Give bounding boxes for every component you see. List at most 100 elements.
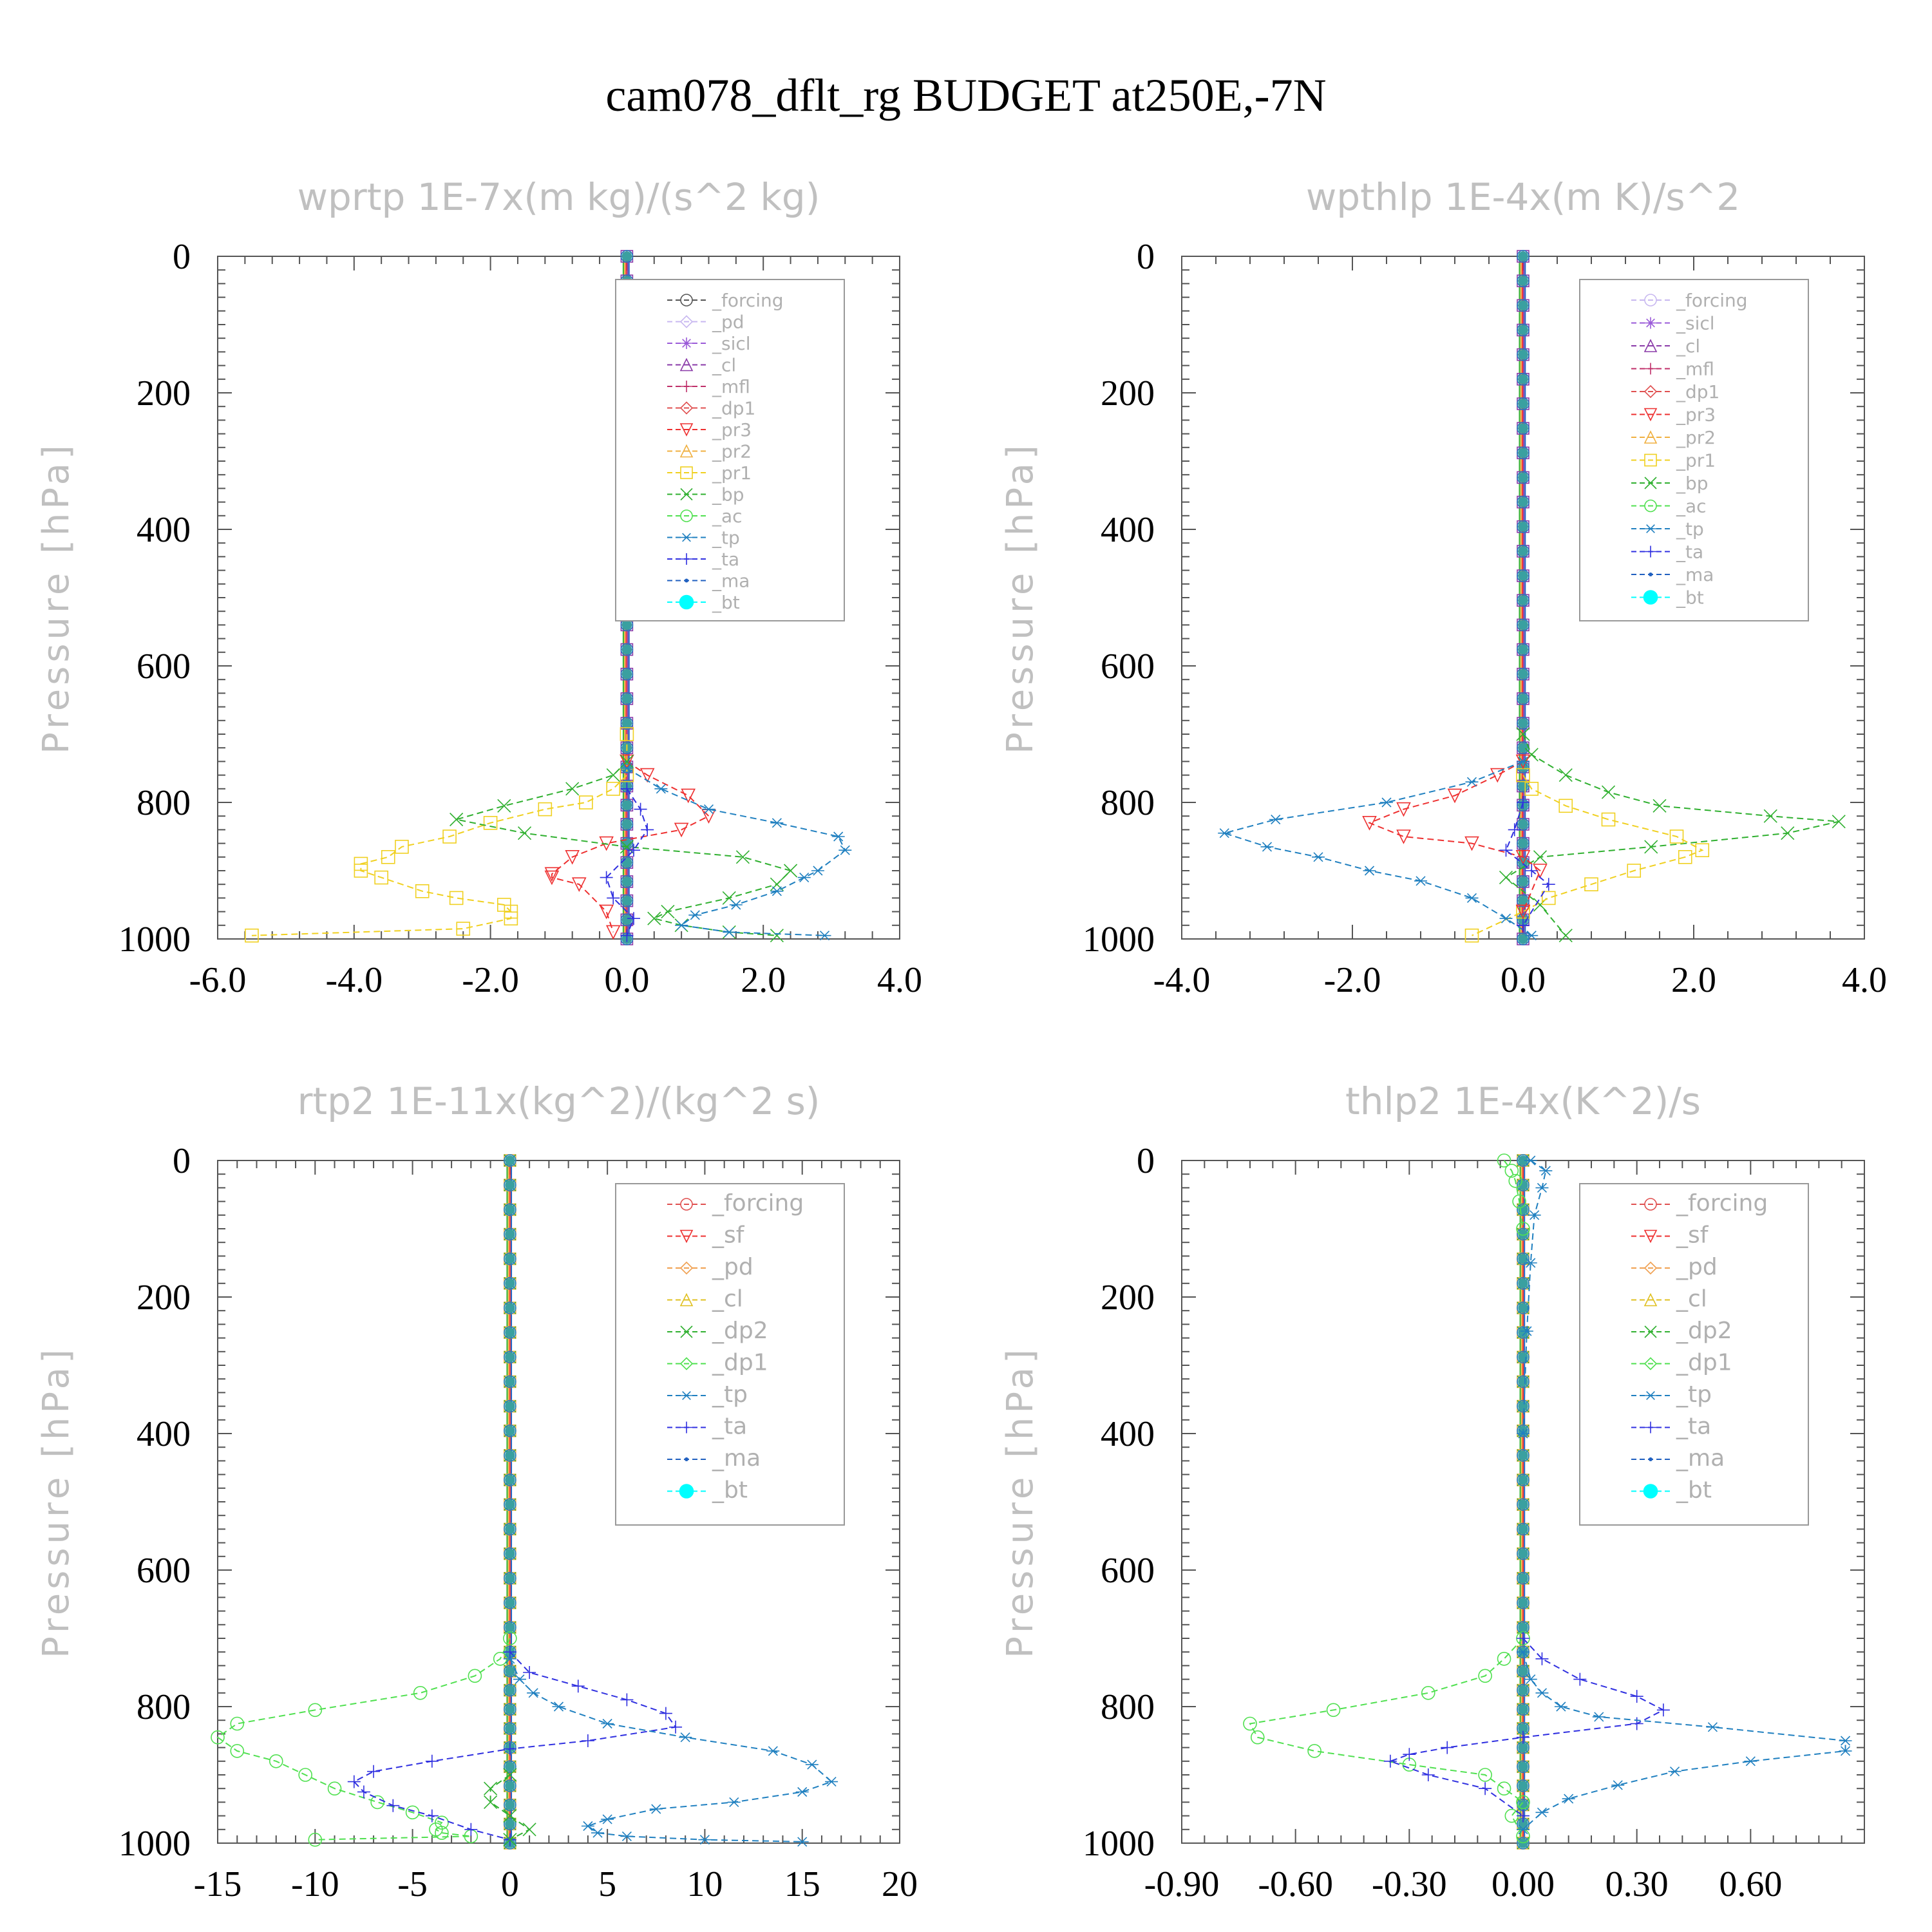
data-point (1497, 1652, 1511, 1666)
data-point (674, 822, 689, 838)
legend-marker (679, 357, 694, 372)
zero-profile-marker (1517, 274, 1530, 287)
zero-profile-marker (1518, 1598, 1528, 1608)
series-markers_tp (503, 1654, 838, 1847)
legend-entry: _ta (1631, 542, 1703, 563)
data-point (620, 1831, 634, 1841)
legend-label: _bt (712, 1477, 748, 1504)
zero-profile-marker (1518, 1303, 1528, 1313)
data-point (442, 829, 457, 844)
data-point (581, 1821, 594, 1832)
zero-profile-marker (1518, 276, 1528, 286)
zero-profile-marker (1517, 397, 1530, 410)
data-point (679, 1732, 692, 1743)
data-point (1516, 1795, 1530, 1810)
zero-profile-marker (1518, 1376, 1528, 1387)
x-tick-label: -5 (397, 1864, 428, 1904)
legend-entry: _ac (667, 506, 743, 527)
legend-marker (1643, 1357, 1658, 1370)
data-point (620, 929, 634, 942)
legend-label: _pr3 (1676, 404, 1716, 426)
panels: wprtp 1E-7x(m kg)/(s^2 kg) Pressure [hPa]… (35, 175, 1887, 1904)
data-point (1520, 1326, 1533, 1336)
zero-profile-marker (505, 1426, 515, 1436)
zero-profile-marker (1518, 669, 1528, 679)
legend-label: _dp1 (712, 1350, 768, 1376)
data-point (1630, 1690, 1643, 1703)
legend-label: _dp1 (712, 398, 755, 419)
zero-profile-marker (1517, 667, 1530, 681)
data-point (1695, 843, 1710, 857)
legend-label: _dp1 (1676, 381, 1719, 402)
legend-entry: _bt (667, 592, 740, 613)
data-point (1499, 844, 1513, 857)
data-point (1517, 1632, 1530, 1645)
series-line_tp (509, 1658, 833, 1842)
zero-profile-marker (505, 1524, 515, 1535)
legend-entry: _forcing (667, 290, 784, 311)
data-point (1516, 1222, 1530, 1236)
zero-profile-marker (1518, 497, 1528, 507)
legend-label: _ma (712, 1445, 761, 1472)
zero-profile-marker (1517, 1399, 1530, 1413)
zero-profile-marker (621, 251, 632, 261)
data-point (1421, 1768, 1435, 1781)
data-point (783, 864, 798, 878)
legend-marker (681, 337, 692, 349)
data-point (1839, 1746, 1852, 1756)
data-point (770, 886, 784, 896)
zero-profile-marker (1517, 1703, 1530, 1716)
x-tick-label: 4.0 (1842, 960, 1887, 1000)
y-axis-label: Pressure [hPa] (35, 441, 77, 754)
legend-marker (1643, 1261, 1658, 1275)
legend: _forcing _sf _pd _cl _dp2 _dp1 _tp _ta _ma _bt (615, 1183, 845, 1526)
x-tick-label: 0.30 (1605, 1864, 1669, 1904)
zero-profile-marker (621, 895, 632, 906)
zero-profile-marker (1517, 422, 1530, 435)
legend-entry: _pr2 (1631, 427, 1716, 448)
zero-profile-marker (1517, 545, 1530, 558)
legend-marker (680, 509, 693, 522)
zero-profile-marker (504, 1547, 516, 1560)
y-tick-label: 600 (137, 647, 191, 687)
data-point (571, 1680, 585, 1693)
data-point (1535, 1688, 1549, 1698)
data-point (1611, 1780, 1625, 1790)
legend-label: _pd (712, 1254, 753, 1280)
legend-label: _sf (712, 1222, 745, 1249)
data-point (425, 1754, 439, 1768)
zero-profile-marker (620, 837, 634, 850)
zero-profile-marker (504, 1449, 516, 1462)
zero-profile-marker (1517, 569, 1530, 582)
legend-marker (1644, 294, 1657, 307)
legend-entry: _pd (1631, 1254, 1718, 1280)
zero-profile-marker (1517, 471, 1530, 484)
series-markers_tp (1517, 1647, 1852, 1835)
zero-profile-marker (1517, 1473, 1530, 1486)
data-point (1269, 814, 1282, 825)
legend: _forcing _sf _pd _cl _dp2 _dp1 _tp _ta _ma _bt (1579, 1183, 1809, 1526)
legend-entry: _bt (1631, 1477, 1712, 1504)
zero-profile-marker (504, 1473, 516, 1486)
legend-marker (1643, 1484, 1658, 1499)
data-point (367, 1765, 381, 1778)
data-point (601, 1814, 614, 1824)
data-point (571, 877, 587, 892)
data-point (1517, 796, 1530, 809)
zero-profile-marker (1518, 838, 1528, 849)
data-point (449, 891, 464, 905)
data-point (831, 831, 845, 842)
data-point (1644, 840, 1658, 854)
zero-profile-marker (1517, 446, 1530, 460)
legend-marker (679, 444, 694, 458)
data-point (1533, 850, 1548, 864)
legend-label: _ma (1676, 1445, 1725, 1472)
series-markers_ta (600, 782, 654, 942)
x-tick-label: -0.90 (1144, 1864, 1220, 1904)
y-tick-label: 800 (137, 1687, 191, 1727)
x-tick-label: 20 (882, 1864, 918, 1904)
zero-profile-marker (505, 1723, 515, 1734)
zero-profile-marker (504, 1498, 516, 1511)
y-tick-label: 800 (137, 783, 191, 823)
legend-marker (1643, 1293, 1658, 1307)
